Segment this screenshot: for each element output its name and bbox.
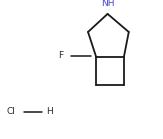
Text: Cl: Cl	[7, 107, 15, 116]
Text: F: F	[59, 51, 64, 60]
Text: NH: NH	[101, 0, 114, 8]
Text: H: H	[46, 107, 53, 116]
